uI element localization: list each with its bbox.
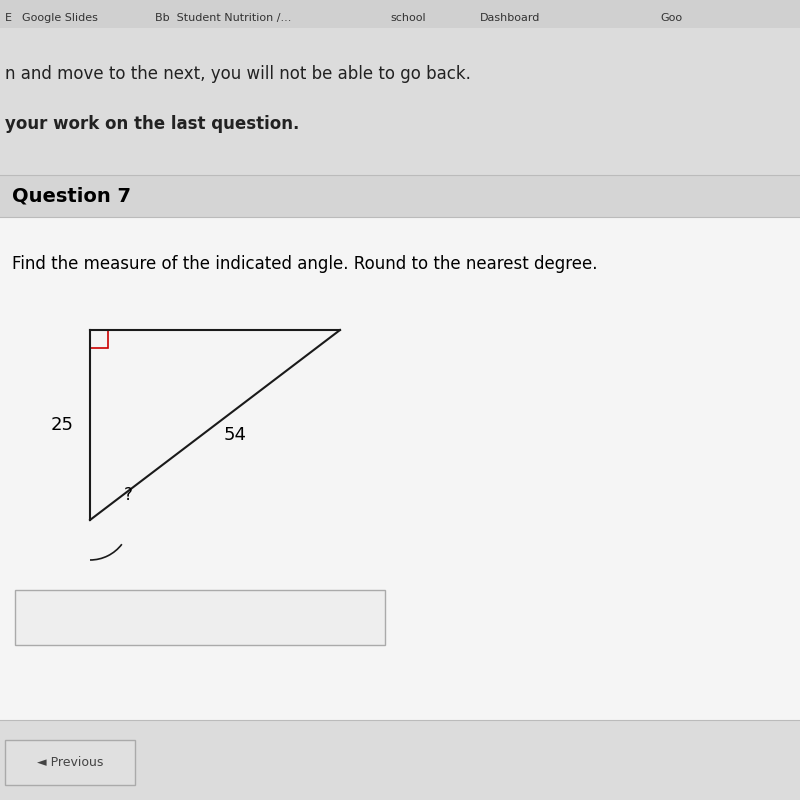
Text: 54: 54 [223, 426, 246, 444]
Text: Question 7: Question 7 [12, 186, 131, 206]
Bar [5, 740, 135, 785]
Text: Goo: Goo [660, 13, 682, 23]
Text: Google Slides: Google Slides [22, 13, 98, 23]
Text: n and move to the next, you will not be able to go back.: n and move to the next, you will not be … [5, 65, 471, 83]
Bar [0, 217, 800, 727]
Bar [0, 28, 800, 178]
Bar [0, 720, 800, 800]
Text: school: school [390, 13, 426, 23]
Bar [0, 175, 800, 217]
Text: Bb  Student Nutrition /...: Bb Student Nutrition /... [155, 13, 291, 23]
Text: E: E [5, 13, 12, 23]
Text: ◄ Previous: ◄ Previous [37, 757, 103, 770]
Bar [0, 0, 800, 28]
Text: 25: 25 [50, 416, 74, 434]
Text: Find the measure of the indicated angle. Round to the nearest degree.: Find the measure of the indicated angle.… [12, 255, 598, 273]
Text: ?: ? [123, 486, 133, 504]
Bar [90, 330, 108, 348]
Text: your work on the last question.: your work on the last question. [5, 115, 299, 133]
Text: Dashboard: Dashboard [480, 13, 540, 23]
Bar [15, 590, 385, 645]
